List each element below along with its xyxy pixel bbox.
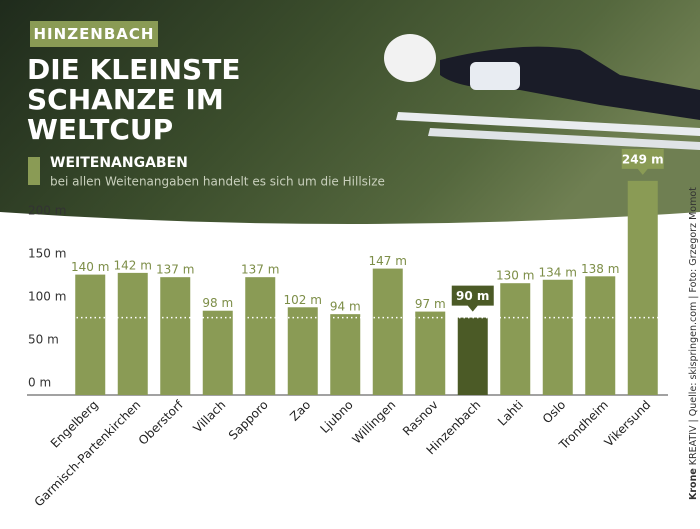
y-tick-label: 0 m [28,376,51,390]
credit-text: KREATIV | Quelle: skispringen.com | Foto… [688,187,699,465]
value-label: 138 m [581,262,619,276]
value-label: 134 m [539,265,577,279]
skier [384,34,700,150]
bar [585,276,616,395]
bar [160,277,191,395]
value-label: 102 m [284,293,322,307]
bar [372,268,403,395]
value-label-box [451,285,494,312]
y-tick-label: 200 m [28,204,66,218]
credit: Krone KREATIV | Quelle: skispringen.com … [688,187,699,500]
bar [287,307,318,395]
badge: HINZENBACH [34,25,155,43]
bar [542,279,573,395]
value-label: 249 m [622,152,664,166]
bar [202,310,233,395]
badge-box [30,21,158,47]
bar [75,274,106,395]
legend-title: WEITENANGABEN [50,155,188,171]
bar [245,277,276,395]
value-label: 137 m [241,263,279,277]
title-line: DIE KLEINSTE [27,53,240,86]
y-tick-label: 150 m [28,247,66,261]
bar [627,180,658,395]
title-line: WELTCUP [27,113,173,146]
value-label: 140 m [71,260,109,274]
y-tick-label: 100 m [28,290,66,304]
value-label-box [621,148,664,175]
value-label: 130 m [496,269,534,283]
value-label: 97 m [415,297,446,311]
title-line: SCHANZE IM [27,83,224,116]
subtitle: bei allen Weitenangaben handelt es sich … [50,175,385,189]
bar [457,317,488,395]
value-label: 98 m [202,296,233,310]
bar [415,311,446,395]
bar [500,283,531,395]
value-label: 90 m [456,289,489,303]
bar [330,314,361,395]
bar [117,272,148,395]
value-label: 94 m [330,300,361,314]
value-label: 137 m [156,263,194,277]
y-tick-label: 50 m [28,333,59,347]
value-label: 142 m [114,258,152,272]
value-label: 147 m [369,254,407,268]
legend-swatch [28,157,40,185]
brand: Krone [688,468,699,500]
